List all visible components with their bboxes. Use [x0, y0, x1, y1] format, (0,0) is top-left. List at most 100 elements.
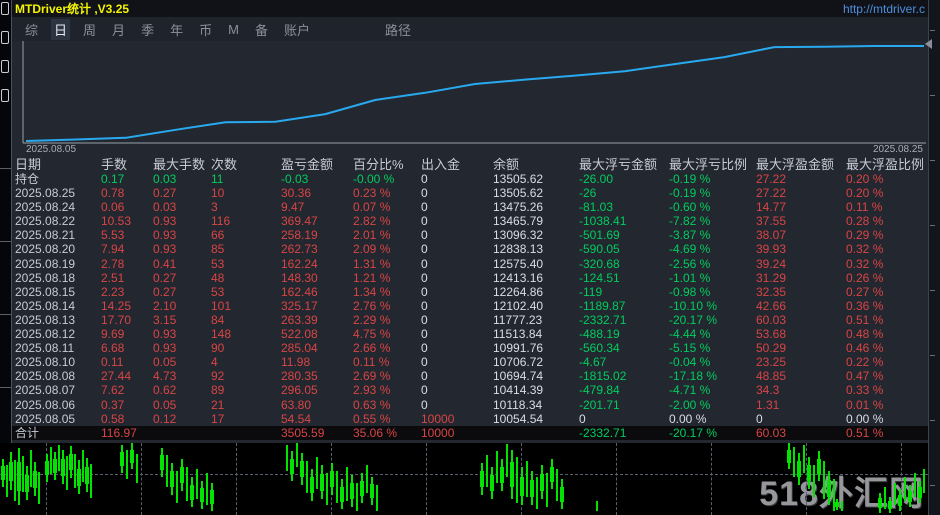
scale-tick: [930, 30, 935, 31]
chart-end-date: 2025.08.25: [872, 144, 923, 155]
row-cell: -5.15 %: [669, 341, 711, 356]
row-cell: 0.23 %: [353, 186, 391, 201]
row-cell: 0.33 %: [846, 383, 884, 398]
candle: [336, 471, 338, 503]
row-cell: 101: [211, 298, 232, 313]
menu-tab-日[interactable]: 日: [51, 18, 71, 40]
row-cell: 0: [421, 341, 428, 356]
table-row: 2025.08.14 14.25 2.10 101 325.17 2.76 % 0 12102…: [12, 299, 929, 313]
row-cell: 32.35: [756, 284, 787, 299]
total-row: 合计 116.97 3505.59 35.06 % 10000 -2332.71 -20.1…: [12, 425, 929, 440]
row-cell: 3: [211, 200, 218, 215]
row-cell: 0.20 %: [846, 186, 884, 201]
row-cell: 0.32 %: [846, 256, 884, 271]
candle-body: [170, 471, 174, 487]
candle: [894, 483, 896, 505]
candle-body: [540, 473, 544, 491]
row-cell: -1189.87: [579, 298, 626, 313]
grid-line: [806, 443, 807, 515]
row-cell: 2.76 %: [353, 298, 391, 313]
row-cell: 10694.74: [493, 369, 544, 384]
toolbar-button-icon[interactable]: [1, 31, 9, 44]
candle: [923, 469, 925, 493]
candle: [823, 461, 825, 499]
row-cell: 0.11: [101, 355, 124, 370]
row-date: 2025.08.06: [15, 397, 76, 412]
row-cell: 12413.16: [493, 270, 544, 285]
row-cell: 1.21 %: [353, 270, 391, 285]
toolbar-button-icon[interactable]: [1, 2, 9, 15]
menu-tab-备[interactable]: 备: [254, 22, 268, 38]
candle: [914, 473, 916, 497]
row-cell: 0.29 %: [846, 228, 884, 243]
row-cell: -20.17 %: [669, 312, 718, 327]
row-cell: 0.78: [101, 186, 125, 201]
menu-path-button[interactable]: 路径: [384, 22, 411, 38]
row-cell: 53.68: [756, 327, 787, 342]
row-cell: 0: [421, 383, 428, 398]
candle-body: [827, 479, 831, 497]
table-row: 2025.08.22 10.53 0.93 116 369.47 2.82 % 0 13465…: [12, 214, 929, 228]
candle-body: [160, 455, 164, 470]
grid-line: [0, 474, 928, 475]
row-cell: 0: [421, 355, 428, 370]
row-cell: -124.51: [579, 270, 620, 285]
menu-tab-周[interactable]: 周: [83, 22, 97, 38]
row-cell: 21: [211, 397, 225, 412]
row-cell: 60.03: [756, 312, 787, 327]
menu-tab-季[interactable]: 季: [141, 22, 155, 38]
row-cell: -0.19 %: [669, 172, 711, 186]
candle-body: [300, 461, 304, 477]
row-cell: -4.69 %: [669, 242, 711, 257]
candle-body: [45, 461, 49, 475]
row-cell: 0: [421, 312, 428, 327]
row-cell: 4: [211, 355, 218, 370]
row-cell: 89: [211, 383, 225, 398]
menu-tab-币[interactable]: 币: [199, 22, 213, 38]
menu-tab-M[interactable]: M: [228, 21, 239, 37]
row-cell: 10991.76: [493, 341, 544, 356]
row-cell: -1038.41: [579, 214, 627, 229]
row-cell: 10.53: [101, 214, 132, 229]
row-cell: 0.51 %: [846, 425, 884, 440]
row-cell: 48: [211, 270, 225, 285]
table-row: 持仓 0.17 0.03 11 -0.03 -0.00 % 0 13505.62 -26.00 -…: [12, 172, 929, 186]
row-cell: 0.03: [153, 172, 177, 186]
panel-url-link[interactable]: http://mtdriver.c: [842, 1, 925, 16]
row-cell: 285.04: [281, 341, 318, 356]
row-cell: 4.73: [153, 369, 177, 384]
candle: [186, 467, 188, 501]
table-row: 2025.08.11 6.68 0.93 90 285.04 2.66 % 0 10991.7…: [12, 341, 929, 355]
row-cell: 12838.13: [493, 242, 544, 257]
menu-tab-综[interactable]: 综: [25, 22, 39, 38]
row-cell: 27.44: [101, 369, 132, 384]
background-candlestick-chart: 518外汇网: [0, 443, 928, 515]
column-header: 最大浮亏比例: [669, 157, 748, 172]
toolbar-button-icon[interactable]: [1, 89, 9, 102]
scale-tick: [930, 95, 935, 96]
grid-line: [141, 443, 142, 515]
row-cell: 0.00 %: [846, 411, 884, 426]
row-cell: 2.29 %: [353, 312, 391, 327]
menu-tab-月[interactable]: 月: [112, 22, 126, 38]
row-cell: 2.82 %: [353, 214, 391, 229]
candle: [506, 444, 508, 477]
toolbar-button-icon[interactable]: [1, 60, 9, 73]
panel-titlebar: MTDriver统计 ,V3.25 http://mtdriver.c: [12, 0, 928, 17]
row-cell: -20.17 %: [669, 425, 718, 440]
menu-tab-年[interactable]: 年: [170, 22, 184, 38]
candle: [596, 501, 598, 511]
candle: [58, 445, 60, 471]
candle-body: [330, 471, 334, 487]
candle: [38, 472, 40, 504]
candle: [316, 457, 318, 489]
candle: [366, 465, 368, 493]
row-date: 2025.08.14: [15, 298, 76, 313]
menu-tab-账户[interactable]: 账户: [283, 22, 310, 38]
panel-menubar: 综日周月季年币 M 备账户 路径: [12, 17, 928, 41]
row-cell: 37.55: [756, 214, 787, 229]
row-cell: 53: [211, 284, 225, 299]
row-date: 2025.08.12: [15, 327, 76, 342]
candle-body: [878, 498, 882, 508]
mtdriver-stats-panel: MTDriver统计 ,V3.25 http://mtdriver.c 综日周月…: [11, 0, 929, 443]
